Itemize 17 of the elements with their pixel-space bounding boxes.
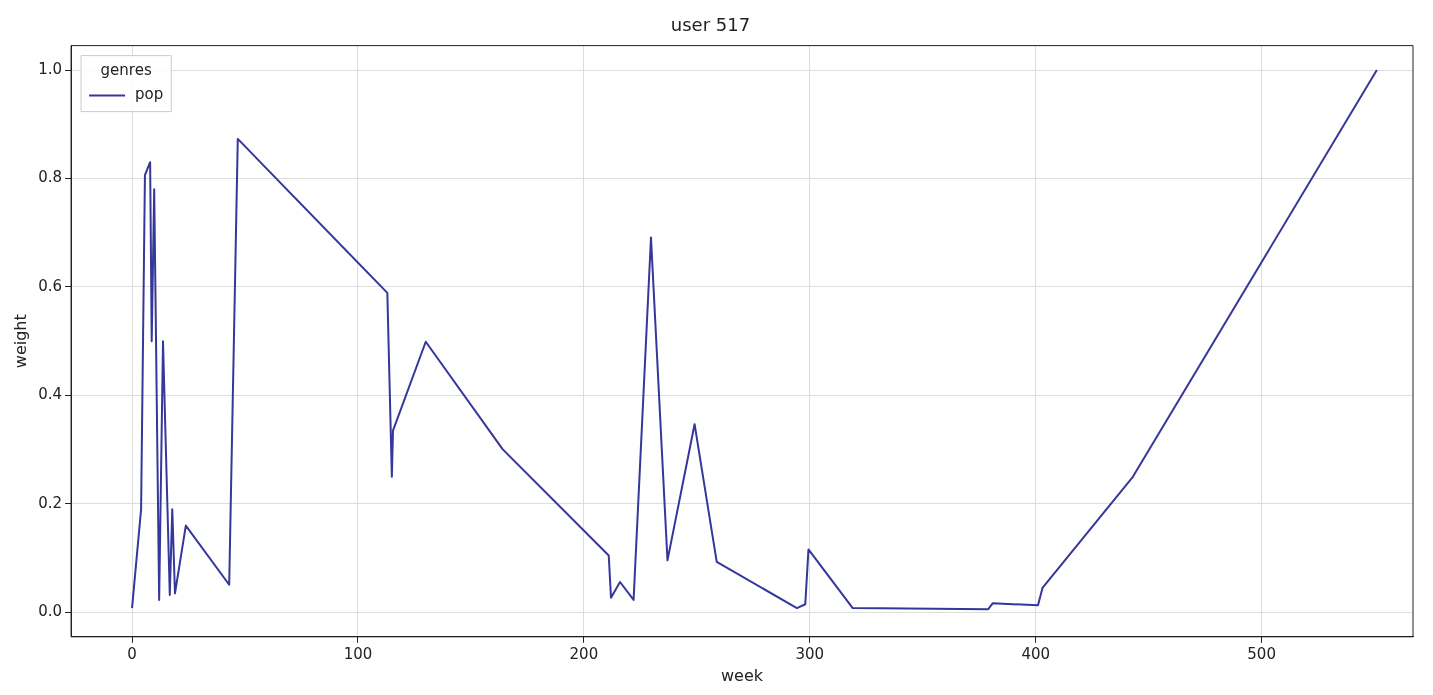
x-tick-label: 400 (1021, 644, 1051, 663)
x-tick-label: 500 (1247, 644, 1276, 663)
y-axis-title: weight (10, 314, 30, 369)
legend-title: genres (100, 61, 152, 80)
y-tick-label: 0.8 (38, 168, 63, 187)
x-tick-label: 200 (569, 644, 599, 663)
x-axis-title: week (721, 665, 764, 685)
chart-title: user 517 (670, 14, 751, 36)
x-tick-label: 300 (795, 644, 825, 663)
x-tick-label: 100 (343, 644, 373, 663)
y-tick-label: 0.0 (38, 602, 63, 621)
y-tick-label: 0.2 (38, 493, 63, 512)
legend-label: pop (135, 85, 164, 104)
y-tick-label: 0.4 (38, 385, 63, 404)
x-tick-label: 0 (127, 644, 137, 663)
y-tick-label: 0.6 (38, 276, 63, 295)
y-tick-label: 1.0 (38, 59, 63, 78)
